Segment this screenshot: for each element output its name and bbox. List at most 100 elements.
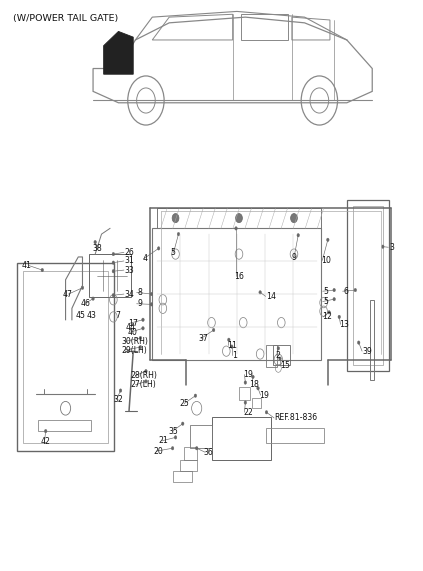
Circle shape	[382, 245, 384, 248]
Circle shape	[172, 214, 179, 223]
Circle shape	[41, 268, 44, 272]
Polygon shape	[104, 31, 133, 74]
Text: 6: 6	[343, 287, 349, 296]
Circle shape	[244, 401, 247, 404]
Bar	[152, 228, 321, 360]
Text: 12: 12	[322, 312, 332, 321]
Circle shape	[244, 381, 247, 384]
Text: 21: 21	[159, 436, 168, 445]
Bar	[252, 398, 261, 408]
Circle shape	[157, 247, 160, 250]
Circle shape	[150, 292, 153, 296]
Text: 30(RH): 30(RH)	[122, 337, 149, 346]
Text: 2: 2	[276, 351, 281, 360]
Text: 45: 45	[75, 311, 85, 320]
Circle shape	[328, 311, 330, 314]
Circle shape	[174, 436, 177, 439]
Text: 28(RH): 28(RH)	[130, 371, 157, 380]
Circle shape	[139, 345, 142, 349]
Circle shape	[277, 347, 280, 350]
Text: 44: 44	[126, 323, 136, 332]
Bar	[173, 471, 192, 482]
Bar	[239, 387, 250, 400]
Text: 19: 19	[243, 370, 253, 379]
Text: 35: 35	[168, 427, 178, 436]
Text: 17: 17	[128, 319, 137, 328]
Circle shape	[354, 288, 357, 292]
Text: 40: 40	[128, 328, 137, 337]
Circle shape	[92, 297, 94, 300]
Text: 14: 14	[266, 292, 276, 301]
Text: (W/POWER TAIL GATE): (W/POWER TAIL GATE)	[13, 14, 118, 23]
Text: 5: 5	[324, 287, 329, 296]
Bar	[212, 417, 271, 460]
Circle shape	[81, 286, 84, 289]
Circle shape	[291, 214, 297, 223]
Circle shape	[145, 380, 147, 383]
Text: 4: 4	[143, 254, 148, 263]
Circle shape	[228, 338, 230, 341]
Circle shape	[139, 336, 142, 340]
Circle shape	[112, 252, 115, 256]
Circle shape	[150, 303, 153, 306]
Bar	[190, 425, 212, 448]
Text: 34: 34	[125, 289, 135, 299]
Text: 38: 38	[92, 244, 102, 253]
Bar	[89, 254, 131, 297]
Circle shape	[94, 240, 96, 244]
Text: 3: 3	[389, 243, 394, 252]
Circle shape	[265, 411, 268, 414]
Text: 39: 39	[363, 347, 373, 356]
Circle shape	[297, 234, 299, 237]
Text: 15: 15	[280, 361, 290, 370]
Text: 47: 47	[63, 289, 72, 299]
Text: 11: 11	[227, 341, 237, 350]
Circle shape	[181, 422, 184, 425]
Circle shape	[338, 315, 341, 319]
Text: 37: 37	[198, 334, 208, 343]
Circle shape	[259, 291, 261, 294]
Bar	[184, 447, 197, 460]
Text: 1: 1	[232, 351, 237, 360]
Circle shape	[327, 238, 329, 242]
Text: 32: 32	[113, 395, 123, 404]
Circle shape	[142, 318, 144, 321]
Circle shape	[119, 389, 122, 392]
Text: 20: 20	[153, 447, 163, 456]
Text: 42: 42	[40, 437, 50, 447]
Text: 26: 26	[125, 248, 135, 257]
Text: 46: 46	[80, 299, 90, 308]
Circle shape	[44, 429, 47, 433]
Circle shape	[142, 327, 144, 330]
Text: 19: 19	[259, 391, 269, 400]
Circle shape	[279, 357, 281, 360]
Text: 41: 41	[22, 261, 32, 270]
Circle shape	[112, 270, 115, 273]
Circle shape	[177, 232, 180, 236]
Bar	[266, 345, 277, 367]
Circle shape	[194, 394, 197, 397]
Circle shape	[231, 345, 233, 348]
Text: 22: 22	[243, 408, 253, 417]
Circle shape	[252, 375, 254, 379]
Circle shape	[333, 288, 335, 292]
Circle shape	[235, 227, 237, 230]
Text: 9: 9	[137, 299, 143, 308]
Bar	[266, 428, 324, 443]
Text: 10: 10	[321, 256, 330, 265]
Circle shape	[212, 328, 215, 332]
Bar	[157, 208, 321, 228]
Text: 9: 9	[291, 253, 296, 262]
Text: 16: 16	[234, 272, 244, 281]
Text: 27(LH): 27(LH)	[130, 380, 156, 389]
Circle shape	[145, 369, 147, 373]
Bar	[273, 345, 290, 365]
Text: 29(LH): 29(LH)	[122, 345, 148, 355]
Text: 31: 31	[125, 256, 135, 266]
Text: 36: 36	[204, 448, 214, 457]
Text: 25: 25	[180, 399, 190, 408]
Text: 13: 13	[339, 320, 349, 329]
Circle shape	[333, 297, 335, 301]
Circle shape	[195, 447, 198, 450]
Text: 8: 8	[137, 288, 143, 297]
